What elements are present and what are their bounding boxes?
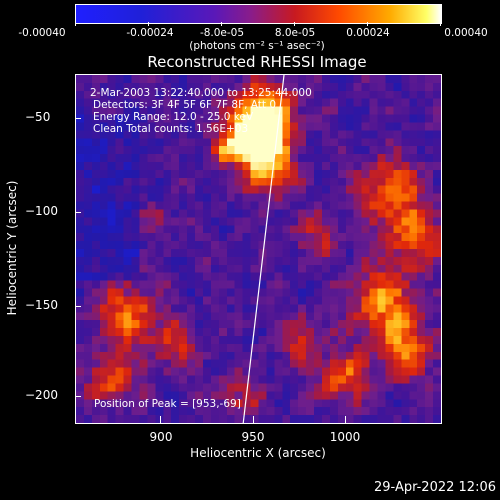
- colorbar-label: 8.0e-05: [274, 27, 316, 39]
- method-text: Clean Total counts: 1.56E+03: [93, 123, 249, 135]
- y-axis-label: Heliocentric Y (arcsec): [5, 180, 19, 316]
- x-tick-mark: [160, 416, 161, 423]
- plot-title: Reconstructed RHESSI Image: [147, 53, 367, 71]
- x-axis-label: Heliocentric X (arcsec): [190, 446, 326, 460]
- colorbar-tick: [440, 22, 441, 26]
- colorbar-tick: [148, 22, 149, 26]
- y-tick-mark: [75, 212, 81, 213]
- detectors-text: Detectors: 3F 4F 5F 6F 7F 8F, Att 0: [93, 99, 277, 111]
- colorbar-label: -8.0e-05: [199, 27, 245, 39]
- y-tick-mark: [75, 306, 81, 307]
- x-tick-mark: [253, 416, 254, 423]
- colorbar-label: 0.00040: [444, 27, 488, 39]
- y-tick-mark: [75, 396, 81, 397]
- colorbar-label: 0.00024: [346, 27, 390, 39]
- colorbar-label: -0.00040: [18, 27, 66, 39]
- colorbar-label: -0.00024: [126, 27, 174, 39]
- limb-line: [242, 75, 285, 423]
- x-tick-label: 950: [241, 430, 265, 444]
- colorbar: [75, 4, 442, 24]
- colorbar-units: (photons cm⁻² s⁻¹ asec⁻²): [189, 40, 325, 52]
- colorbar-tick: [294, 22, 295, 26]
- y-tick-mark: [75, 118, 81, 119]
- energy-range-text: Energy Range: 12.0 - 25.0 keV: [93, 111, 254, 123]
- solar-limb: [242, 75, 285, 423]
- colorbar-tick: [221, 22, 222, 26]
- generation-timestamp: 29-Apr-2022 12:06: [374, 480, 496, 495]
- peak-position-text: Position of Peak = [953,-69]: [94, 398, 241, 410]
- time-range-text: 2-Mar-2003 13:22:40.000 to 13:25:44.000: [90, 87, 312, 99]
- heatmap-image: [76, 75, 441, 423]
- x-tick-label: 900: [149, 430, 173, 444]
- colorbar-tick: [75, 22, 76, 26]
- image-panel: 2-Mar-2003 13:22:40.000 to 13:25:44.000 …: [75, 74, 442, 424]
- colorbar-tick: [367, 22, 368, 26]
- y-tick-label: −200: [25, 388, 58, 402]
- y-tick-label: −100: [25, 204, 58, 218]
- x-tick-label: 1000: [329, 430, 361, 444]
- x-tick-mark: [345, 416, 346, 423]
- y-tick-label: −50: [25, 110, 51, 124]
- y-tick-label: −150: [25, 298, 58, 312]
